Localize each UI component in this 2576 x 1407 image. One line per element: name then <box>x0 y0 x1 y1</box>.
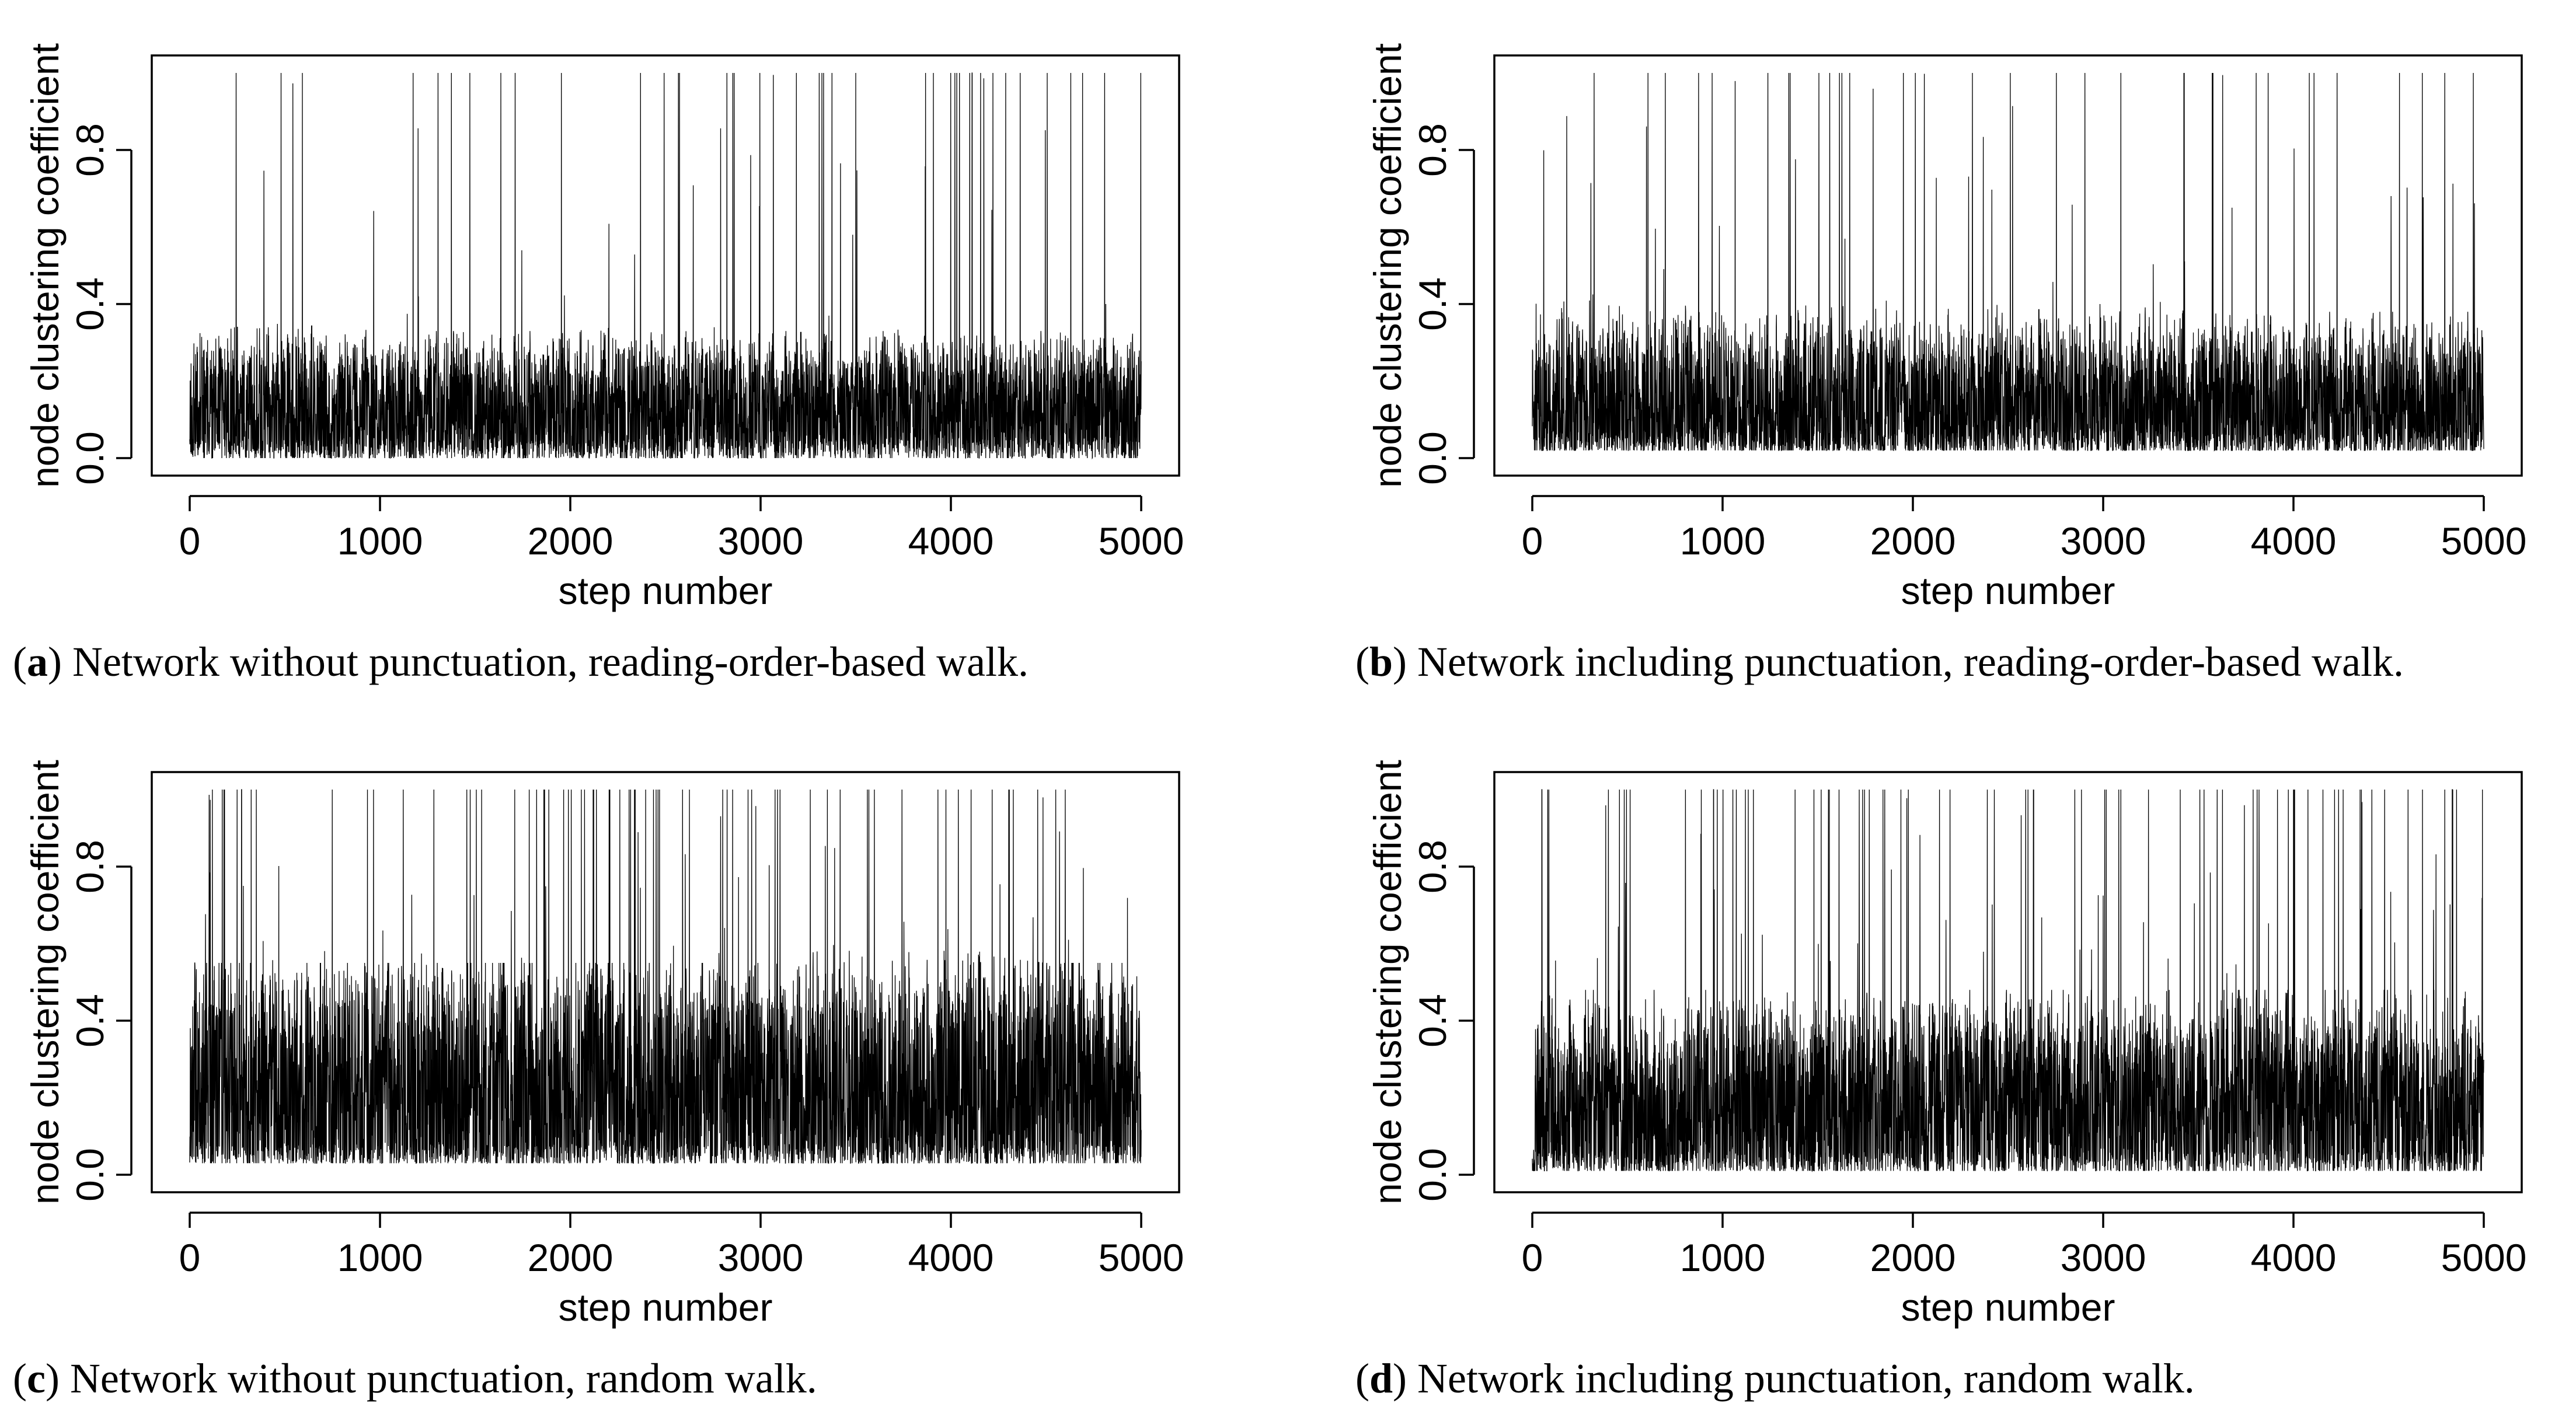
chart-panel-c: 0 1000 2000 3000 4000 5000 step number 0.0 0.4 0.… <box>13 760 1184 1402</box>
x-tick-label-a-4: 4000 <box>908 519 994 563</box>
y-tick-label-b-1: 0.4 <box>1411 277 1454 331</box>
caption-letter-d: d <box>1369 1355 1393 1402</box>
y-axis-label-d: node clustering coefficient <box>1366 760 1409 1204</box>
y-axis-label-b: node clustering coefficient <box>1366 43 1409 488</box>
x-tick-label-c-2: 2000 <box>528 1236 614 1279</box>
chart-panel-d: 0 1000 2000 3000 4000 5000 step number 0.0 0.4 0.… <box>1355 760 2526 1402</box>
x-tick-label-b-0: 0 <box>1522 519 1543 563</box>
x-axis-label-d: step number <box>1901 1286 2115 1329</box>
x-tick-label-a-5: 5000 <box>1099 519 1184 563</box>
x-tick-label-a-1: 1000 <box>337 519 423 563</box>
caption-d: (d) Network including punctuation, rando… <box>1355 1355 2195 1402</box>
caption-text-b: Network including punctuation, reading-o… <box>1407 638 2404 685</box>
plot-frame-c <box>151 771 1180 1193</box>
y-tick-label-a-0: 0.0 <box>68 431 111 485</box>
x-tick-label-b-1: 1000 <box>1680 519 1766 563</box>
caption-text-a: Network without punctuation, reading-ord… <box>62 638 1029 685</box>
x-axis-label-a: step number <box>559 569 773 612</box>
x-tick-label-a-3: 3000 <box>718 519 804 563</box>
x-tick-label-d-5: 5000 <box>2441 1236 2527 1279</box>
series-line-d-0 <box>1532 789 2484 1172</box>
y-tick-label-a-1: 0.4 <box>68 277 111 331</box>
x-tick-label-b-4: 4000 <box>2251 519 2337 563</box>
y-tick-label-d-1: 0.4 <box>1411 994 1454 1048</box>
x-tick-label-a-2: 2000 <box>528 519 614 563</box>
y-tick-label-a-2: 0.8 <box>68 123 111 177</box>
y-tick-label-d-0: 0.0 <box>1411 1148 1454 1202</box>
x-tick-label-d-0: 0 <box>1522 1236 1543 1279</box>
x-tick-label-c-5: 5000 <box>1099 1236 1184 1279</box>
x-tick-label-d-3: 3000 <box>2061 1236 2146 1279</box>
caption-text-c: Network without punctuation, random walk… <box>60 1355 817 1402</box>
series-line-c-0 <box>189 789 1142 1164</box>
y-tick-label-c-1: 0.4 <box>68 994 111 1048</box>
x-tick-label-b-2: 2000 <box>1870 519 1956 563</box>
y-tick-label-b-2: 0.8 <box>1411 123 1454 177</box>
caption-letter-c: c <box>27 1355 46 1402</box>
caption-text-d: Network including punctuation, random wa… <box>1407 1355 2195 1402</box>
caption-letter-b: b <box>1369 638 1393 685</box>
y-tick-label-b-0: 0.0 <box>1411 431 1454 485</box>
series-line-b-0 <box>1532 72 2484 452</box>
caption-c: (c) Network without punctuation, random … <box>13 1355 817 1402</box>
plot-frame-b <box>1493 54 2523 477</box>
x-tick-label-d-1: 1000 <box>1680 1236 1766 1279</box>
chart-panel-b: 0 1000 2000 3000 4000 5000 step number 0.0 0.4 0.… <box>1355 43 2526 685</box>
x-axis-label-c: step number <box>559 1286 773 1329</box>
x-tick-label-c-4: 4000 <box>908 1236 994 1279</box>
y-tick-label-c-0: 0.0 <box>68 1148 111 1202</box>
x-tick-label-b-3: 3000 <box>2061 519 2146 563</box>
x-tick-label-a-0: 0 <box>179 519 201 563</box>
y-tick-label-d-2: 0.8 <box>1411 840 1454 893</box>
x-tick-label-d-4: 4000 <box>2251 1236 2337 1279</box>
x-axis-label-b: step number <box>1901 569 2115 612</box>
y-tick-label-c-2: 0.8 <box>68 840 111 893</box>
x-tick-label-b-5: 5000 <box>2441 519 2527 563</box>
x-tick-label-d-2: 2000 <box>1870 1236 1956 1279</box>
x-tick-label-c-3: 3000 <box>718 1236 804 1279</box>
y-axis-label-c: node clustering coefficient <box>23 760 67 1204</box>
series-line-a-0 <box>189 72 1142 460</box>
y-axis-label-a: node clustering coefficient <box>23 43 67 488</box>
x-tick-label-c-0: 0 <box>179 1236 201 1279</box>
caption-a: (a) Network without punctuation, reading… <box>13 638 1029 685</box>
plot-frame-a <box>151 54 1180 477</box>
caption-b: (b) Network including punctuation, readi… <box>1355 638 2404 685</box>
caption-letter-a: a <box>27 638 48 685</box>
x-tick-label-c-1: 1000 <box>337 1236 423 1279</box>
chart-panel-a: 0 1000 2000 3000 4000 5000 step number 0.0 0.4 0.… <box>13 43 1184 685</box>
plot-frame-d <box>1493 771 2523 1193</box>
